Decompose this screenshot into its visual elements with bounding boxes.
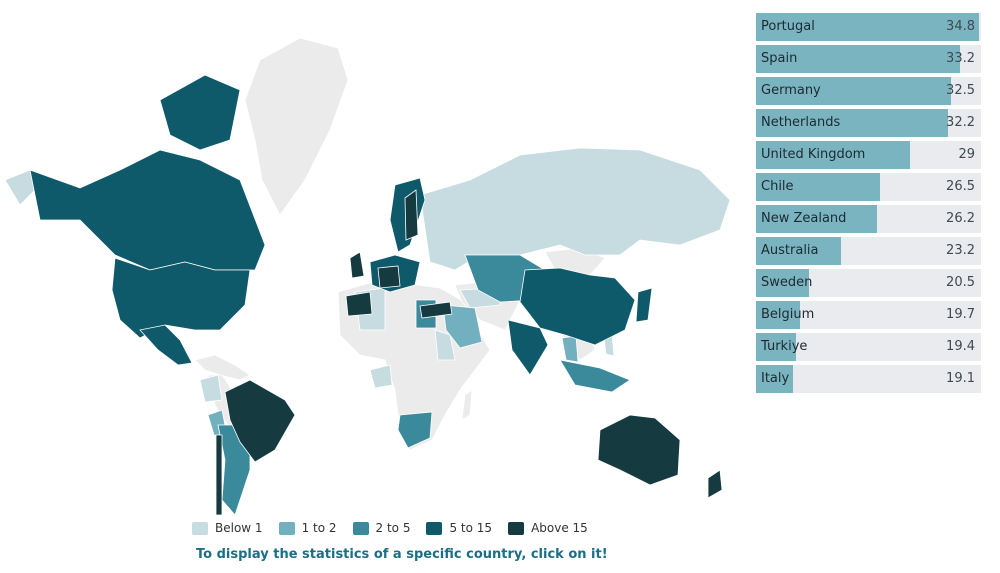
japan[interactable]: [635, 287, 653, 323]
bar-fill: [756, 109, 948, 137]
sweden[interactable]: [404, 189, 419, 241]
bar-value: 19.4: [946, 339, 975, 354]
china[interactable]: [519, 267, 636, 346]
legend-label: 5 to 15: [449, 521, 493, 535]
bar-fill: [756, 237, 841, 265]
bar-value: 19.7: [946, 307, 975, 322]
canada-arctic[interactable]: [159, 74, 241, 151]
bar-row[interactable]: Turkiye 19.4: [756, 333, 981, 361]
legend-label: 1 to 2: [301, 521, 337, 535]
class-above-15[interactable]: [215, 189, 723, 516]
bar-fill: [756, 13, 979, 41]
turkiye[interactable]: [419, 301, 453, 319]
bar-label: Chile: [761, 179, 794, 194]
south-africa[interactable]: [397, 411, 433, 449]
legend-item: 1 to 2: [278, 521, 337, 535]
bar-row[interactable]: Portugal 34.8: [756, 13, 981, 41]
bar-row[interactable]: Netherlands 32.2: [756, 109, 981, 137]
bar-value: 26.5: [946, 179, 975, 194]
bar-label: Sweden: [761, 275, 813, 290]
bar-fill: [756, 205, 877, 233]
bar-label: Italy: [761, 371, 790, 386]
world-map[interactable]: [0, 30, 740, 520]
bar-row[interactable]: Chile 26.5: [756, 173, 981, 201]
legend-item: Above 15: [508, 521, 588, 535]
bar-value: 29: [958, 147, 975, 162]
saudi-arabia[interactable]: [442, 304, 483, 349]
bar-row[interactable]: Australia 23.2: [756, 237, 981, 265]
map-legend: Below 1 1 to 2 2 to 5 5 to 15 Above 15: [192, 521, 588, 535]
indonesia[interactable]: [559, 359, 631, 393]
bar-fill: [756, 269, 809, 297]
bar-label: United Kingdom: [761, 147, 866, 162]
bar-row[interactable]: Belgium 19.7: [756, 301, 981, 329]
bar-value: 23.2: [946, 243, 975, 258]
bar-value: 34.8: [946, 19, 975, 34]
legend-label: Below 1: [215, 521, 263, 535]
canada[interactable]: [29, 149, 266, 271]
bar-label: Spain: [761, 51, 798, 66]
bar-label: Germany: [761, 83, 821, 98]
bar-label: Australia: [761, 243, 819, 258]
legend-item: 5 to 15: [426, 521, 492, 535]
bar-label: Belgium: [761, 307, 815, 322]
bar-label: Netherlands: [761, 115, 841, 130]
bar-label: New Zealand: [761, 211, 847, 226]
madagascar[interactable]: [461, 389, 473, 421]
bar-fill: [756, 365, 793, 393]
bar-fill: [756, 45, 960, 73]
bar-value: 33.2: [946, 51, 975, 66]
bar-row[interactable]: New Zealand 26.2: [756, 205, 981, 233]
bar-fill: [756, 173, 880, 201]
mexico[interactable]: [139, 324, 193, 366]
bar-fill: [756, 141, 910, 169]
legend-swatch: [352, 521, 369, 535]
click-instruction: To display the statistics of a specific …: [196, 547, 608, 562]
class-1-to-2[interactable]: [207, 304, 579, 441]
australia[interactable]: [597, 414, 681, 486]
legend-swatch: [508, 521, 525, 535]
legend-item: Below 1: [192, 521, 263, 535]
bar-row[interactable]: Italy 19.1: [756, 365, 981, 393]
united-kingdom[interactable]: [349, 251, 365, 279]
bar-value: 19.1: [946, 371, 975, 386]
colombia[interactable]: [199, 374, 223, 403]
bar-label: Turkiye: [761, 339, 808, 354]
chile[interactable]: [215, 434, 223, 516]
alaska[interactable]: [4, 169, 36, 206]
new-zealand[interactable]: [707, 469, 723, 499]
bar-value: 32.2: [946, 115, 975, 130]
bar-row[interactable]: Spain 33.2: [756, 45, 981, 73]
legend-item: 2 to 5: [352, 521, 411, 535]
bar-label: Portugal: [761, 19, 815, 34]
ethiopia[interactable]: [369, 364, 393, 389]
legend-swatch: [278, 521, 295, 535]
bar-value: 20.5: [946, 275, 975, 290]
class-below-1[interactable]: [4, 147, 731, 403]
spain-portugal[interactable]: [345, 291, 373, 317]
bar-value: 32.5: [946, 83, 975, 98]
legend-label: 2 to 5: [375, 521, 411, 535]
legend-swatch: [192, 521, 208, 535]
bar-fill: [756, 77, 951, 105]
country-bar-list: Portugal 34.8 Spain 33.2 Germany 32.5 Netherla…: [756, 13, 981, 397]
brazil[interactable]: [224, 379, 296, 463]
legend-swatch: [426, 521, 443, 535]
united-states[interactable]: [111, 257, 251, 339]
bar-fill: [756, 301, 800, 329]
bar-fill: [756, 333, 796, 361]
sudan[interactable]: [434, 329, 456, 361]
bar-row[interactable]: United Kingdom 29: [756, 141, 981, 169]
legend-label: Above 15: [531, 521, 588, 535]
bar-row[interactable]: Sweden 20.5: [756, 269, 981, 297]
thailand[interactable]: [561, 335, 579, 363]
central-south-america[interactable]: [194, 354, 251, 381]
bar-value: 26.2: [946, 211, 975, 226]
germany[interactable]: [377, 265, 401, 289]
bar-row[interactable]: Germany 32.5: [756, 77, 981, 105]
india[interactable]: [507, 319, 549, 376]
greenland[interactable]: [244, 37, 349, 216]
